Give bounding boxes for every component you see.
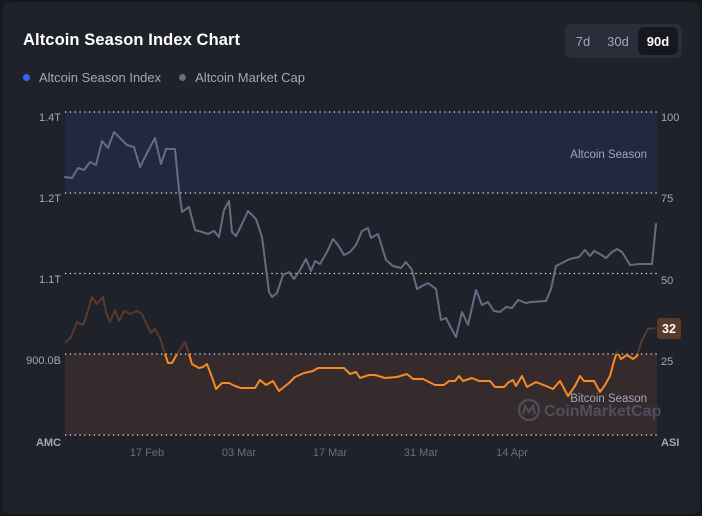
altcoin-market-cap-line (64, 131, 657, 338)
altcoin-season-zone (65, 112, 657, 193)
time-range-selector: 7d 30d 90d (565, 24, 682, 58)
altcoin-season-index-line (64, 296, 656, 397)
current-value-badge (657, 318, 681, 339)
left-axis-title: AMC (36, 437, 61, 449)
x-axis-tick: 31 Mar (404, 447, 439, 459)
x-axis-tick: 17 Feb (130, 447, 164, 459)
coinmarketcap-logo-icon (517, 398, 541, 422)
legend-label: Altcoin Season Index (39, 70, 162, 85)
right-axis-title: ASI (661, 437, 679, 449)
altcoin-season-label: Altcoin Season (570, 149, 647, 161)
right-axis-tick: 50 (661, 275, 673, 287)
range-90d-button[interactable]: 90d (638, 27, 678, 55)
legend-dot-grey-icon (179, 74, 187, 81)
legend-label: Altcoin Market Cap (195, 70, 305, 85)
x-axis-tick: 17 Mar (313, 447, 348, 459)
x-axis-tick: 03 Mar (222, 447, 257, 459)
bitcoin-season-label: Bitcoin Season (570, 393, 647, 405)
range-7d-button[interactable]: 7d (575, 33, 591, 49)
right-axis-tick: 100 (661, 112, 679, 124)
x-axis-tick: 14 Apr (496, 447, 528, 459)
legend-dot-blue-icon (23, 74, 30, 81)
legend-item-altcoin-season-index[interactable]: Altcoin Season Index (23, 70, 161, 85)
chart-legend: Altcoin Season Index Altcoin Market Cap (23, 70, 305, 85)
right-axis-tick: 75 (661, 193, 673, 205)
coinmarketcap-watermark: CoinMarketCap (517, 398, 662, 422)
chart-title: Altcoin Season Index Chart (23, 31, 241, 49)
range-30d-button[interactable]: 30d (607, 33, 629, 49)
bitcoin-season-zone (65, 354, 657, 435)
right-axis-tick: 25 (661, 356, 673, 368)
current-value-text: 32 (662, 322, 676, 336)
legend-item-altcoin-market-cap[interactable]: Altcoin Market Cap (179, 70, 305, 85)
left-axis-tick: 1.1T (39, 274, 61, 286)
watermark-text: CoinMarketCap (544, 403, 662, 420)
left-axis-tick: 1.4T (39, 112, 61, 124)
left-axis-tick: 900.0B (26, 355, 61, 367)
left-axis-tick: 1.2T (39, 193, 61, 205)
